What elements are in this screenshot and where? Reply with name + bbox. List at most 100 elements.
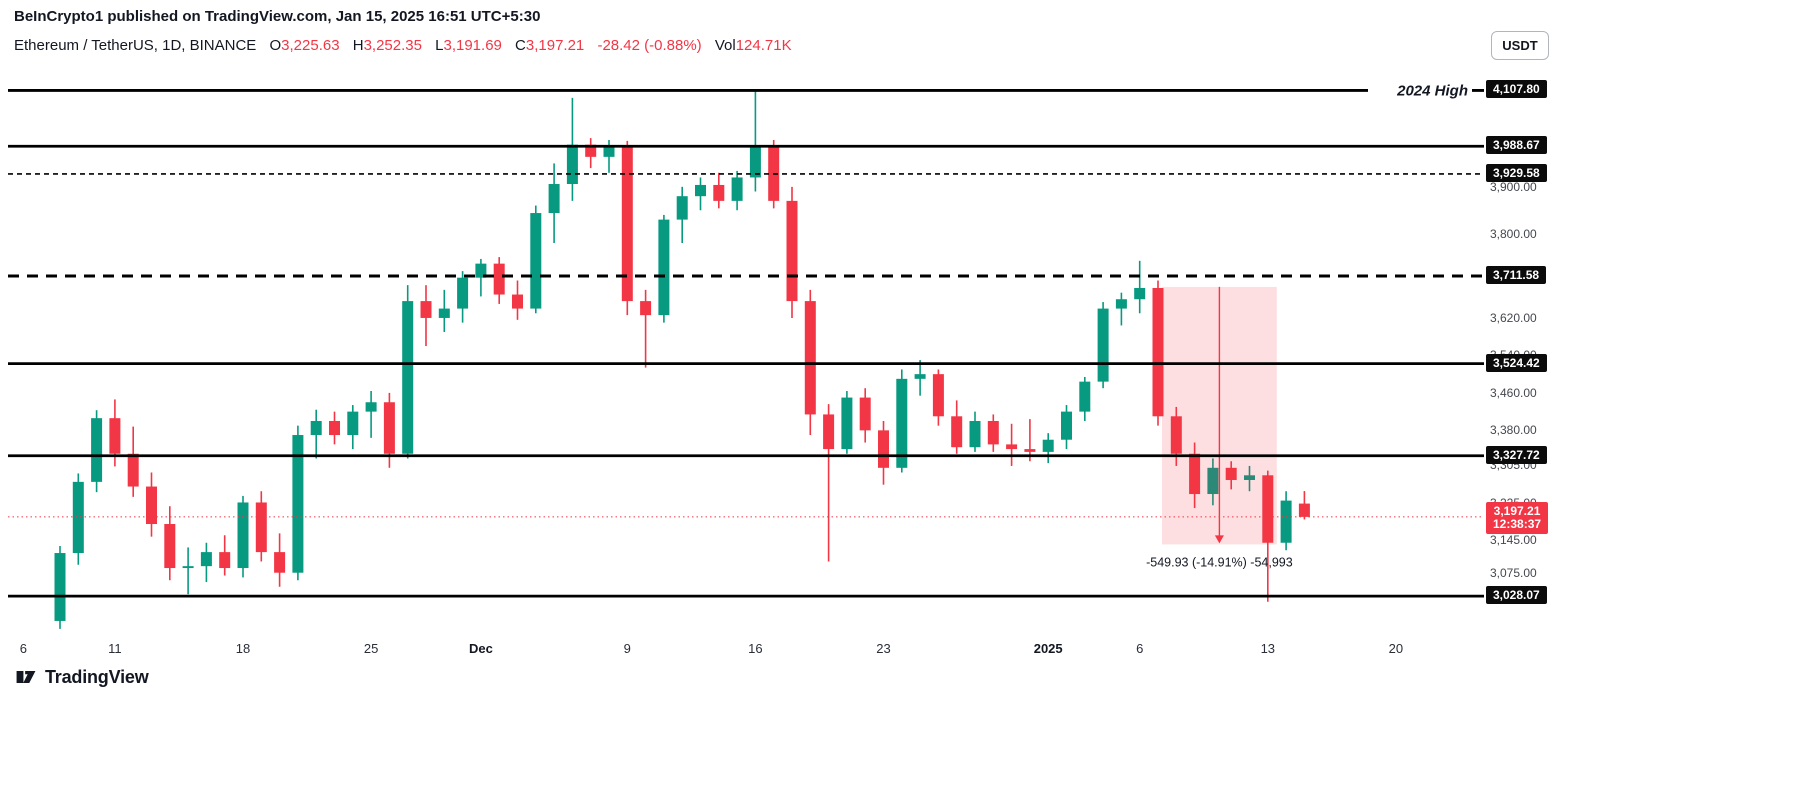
candle-body: [182, 566, 194, 569]
ohlc-low: L3,191.69: [435, 37, 502, 54]
price-level-badge: 3,711.58: [1486, 266, 1547, 284]
candle-body: [1207, 467, 1219, 495]
time-tick-label: 6: [1136, 641, 1144, 656]
candle-body: [731, 177, 743, 201]
candles: [54, 90, 1310, 629]
candle-body: [146, 486, 157, 525]
price-tick-label: 3,900.00: [1490, 179, 1537, 194]
candle-body: [658, 219, 670, 316]
symbol-info-bar: Ethereum / TetherUS, 1D, BINANCE O3,225.…: [14, 37, 792, 54]
candle-body: [457, 277, 469, 309]
tradingview-logo-link[interactable]: TradingView: [14, 665, 149, 689]
price-tick-label: 3,800.00: [1490, 226, 1537, 241]
candle-body: [109, 418, 121, 454]
price-tick-label: 3,620.00: [1490, 310, 1537, 325]
candle-body: [640, 301, 652, 316]
volume-field: Vol124.71K: [714, 37, 792, 54]
candle-body: [1189, 453, 1201, 495]
price-axis[interactable]: 3,900.003,800.003,620.003,540.003,460.00…: [1484, 66, 1576, 635]
time-tick-label: Dec: [468, 641, 493, 656]
candle-body: [347, 411, 359, 436]
candle-body: [1042, 439, 1054, 452]
candle-body: [841, 397, 853, 450]
candle-body: [713, 184, 725, 201]
candle-body: [54, 553, 66, 621]
candle-body: [1097, 308, 1109, 382]
publication-header: BeInCrypto1 published on TradingView.com…: [14, 8, 541, 25]
last-price-badge: 3,197.21 12:38:37: [1486, 501, 1549, 534]
price-tick-label: 3,460.00: [1490, 385, 1537, 400]
measure-label: -549.93 (-14.91%) -54,993: [1146, 555, 1293, 569]
candle-body: [438, 308, 450, 318]
ohlc-open: O3,225.63: [269, 37, 340, 54]
time-tick-label: 13: [1260, 641, 1276, 656]
price-level-badge: 3,327.72: [1486, 445, 1547, 464]
price-tick-label: 3,075.00: [1490, 566, 1537, 581]
currency-toggle-button[interactable]: USDT: [1491, 31, 1549, 60]
candle-body: [164, 524, 176, 569]
candle-body: [585, 144, 597, 157]
candle-body: [932, 374, 944, 417]
time-tick-label: 25: [363, 641, 379, 656]
candle-body: [1079, 381, 1091, 412]
candle-body: [72, 481, 84, 554]
price-level-badge: 3,524.42: [1486, 353, 1547, 372]
candle-body: [804, 301, 816, 415]
measure-range-tool[interactable]: -549.93 (-14.91%) -54,993: [1146, 286, 1293, 570]
price-tick-label: 3,380.00: [1490, 423, 1537, 438]
chart-canvas[interactable]: -549.93 (-14.91%) -54,993 2024 High: [0, 66, 1484, 635]
ohlc-high: H3,252.35: [352, 37, 422, 54]
level-annotation: 2024 High: [1396, 82, 1468, 99]
price-level-badge: 3,929.58: [1486, 163, 1547, 182]
candle-body: [512, 294, 523, 309]
price-levels: 2024 High: [8, 79, 1484, 598]
candle-body: [548, 184, 560, 214]
candle-body: [823, 414, 835, 450]
candle-body: [219, 552, 231, 569]
candle-body: [292, 435, 304, 573]
time-tick-label: 16: [748, 641, 763, 656]
candle-body: [749, 147, 761, 178]
candle-body: [1225, 467, 1237, 480]
candle-body: [310, 420, 322, 436]
candle-body: [1152, 287, 1164, 417]
candle-body: [383, 402, 395, 454]
candle-body: [1298, 503, 1310, 517]
candle-body: [365, 402, 377, 412]
time-axis[interactable]: 6 11 18 25 Dec 9 16 23 2025 6 13 20: [0, 638, 1484, 664]
time-tick-label: 6: [19, 641, 27, 656]
candle-body: [127, 453, 139, 487]
candle-body: [566, 144, 578, 185]
candle-body: [274, 552, 286, 573]
candle-body: [695, 184, 706, 197]
ohlc-close: C3,197.21: [515, 37, 585, 54]
price-level-badge: 3,988.67: [1486, 136, 1547, 155]
candle-body: [200, 552, 212, 567]
candle-body: [1115, 299, 1127, 309]
price-tick-label: 3,145.00: [1490, 533, 1537, 548]
symbol-title: Ethereum / TetherUS, 1D, BINANCE: [14, 37, 257, 54]
candle-body: [1006, 444, 1018, 450]
candle-body: [621, 145, 633, 302]
candle-body: [402, 301, 414, 454]
time-tick-label: 9: [623, 641, 631, 656]
time-tick-label: 23: [876, 641, 891, 656]
candle-body: [329, 420, 340, 436]
candle-body: [859, 397, 871, 431]
candle-body: [1061, 411, 1072, 440]
candle-body: [420, 301, 432, 318]
candle-body: [896, 378, 908, 468]
candle-body: [493, 263, 505, 295]
level-annotation-bg: [1368, 79, 1472, 102]
candle-body: [951, 416, 963, 448]
candle-body: [603, 145, 615, 157]
change-value: -28.42 (-0.88%): [597, 37, 702, 54]
time-tick-label: 20: [1388, 641, 1404, 656]
time-tick-label: 11: [108, 641, 122, 656]
time-tick-label: 2025: [1033, 641, 1063, 656]
candle-body: [475, 263, 487, 278]
candle-body: [969, 420, 981, 448]
candle-body: [1262, 475, 1274, 543]
price-level-badge: 3,028.07: [1486, 586, 1547, 605]
